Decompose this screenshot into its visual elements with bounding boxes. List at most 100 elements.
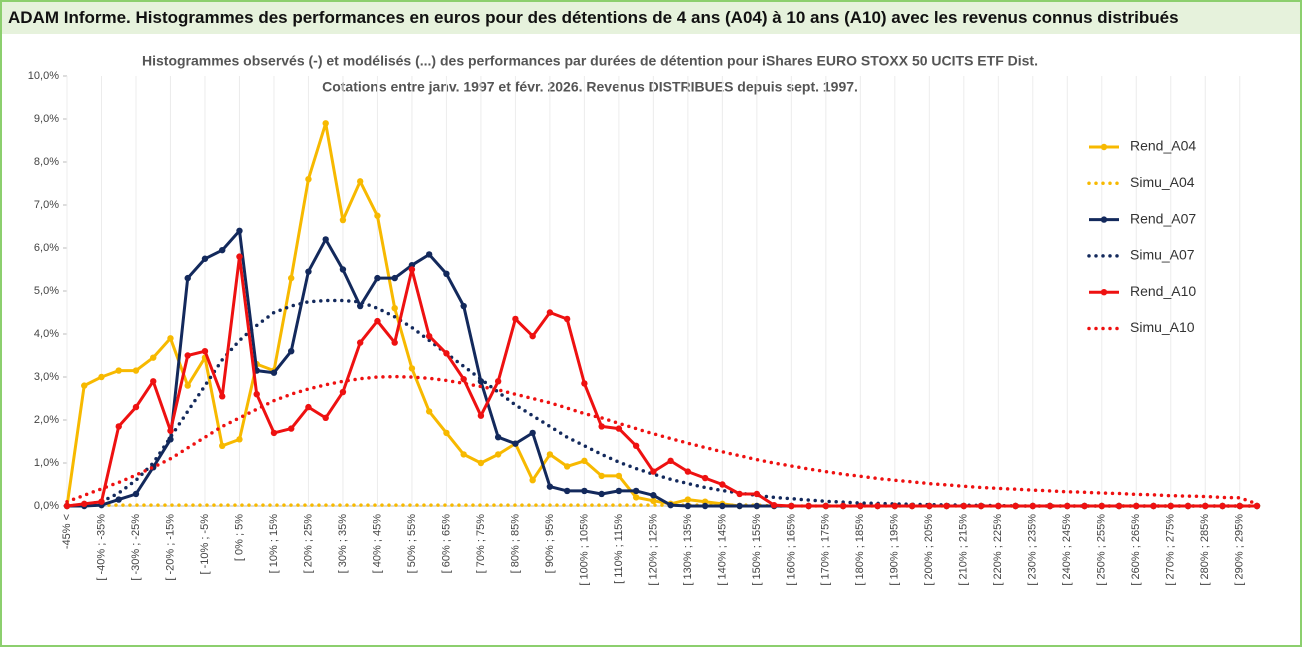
x-tick-label: [ 160% ; 165% [785,514,797,586]
x-tick-label: [ 60% ; 65% [440,514,452,574]
x-tick-label: [ 70% ; 75% [475,514,487,574]
x-tick-label: [ 200% ; 205% [923,514,935,586]
point [219,246,226,254]
series-line [65,503,1259,508]
point [1098,502,1105,510]
x-tick-label: [ 130% ; 135% [682,514,694,586]
point [874,502,881,510]
x-tick-label: [ 210% ; 215% [958,514,970,586]
point [339,216,347,224]
point [667,457,674,465]
point [512,315,519,323]
point [563,463,571,470]
legend-label: Rend_A10 [1130,283,1196,299]
x-tick-label: [ -40% ; -35% [95,514,107,581]
y-tick-label: 8,0% [34,156,59,168]
y-tick-label: 5,0% [34,285,59,297]
point [1253,502,1261,510]
point [1167,502,1174,510]
x-tick-label: -45% < [61,514,73,549]
point [684,468,692,475]
x-tick-label: [ 250% ; 255% [1096,514,1108,586]
legend-label: Simu_A10 [1130,319,1195,335]
point [98,373,105,381]
point [460,451,467,458]
point [270,429,278,437]
y-tick-label: 10,0% [28,70,59,82]
legend-label: Rend_A04 [1130,138,1196,154]
x-tick-label: [ 230% ; 235% [1027,514,1039,586]
point [184,382,191,389]
point [115,367,122,374]
point [63,502,71,510]
x-tick-label: [ 180% ; 185% [854,514,866,586]
point [115,423,122,430]
point [581,487,588,495]
x-tick-label: [ -20% ; -15% [164,514,176,581]
point [322,120,329,127]
point [98,498,105,505]
point [150,378,157,385]
x-tick-label: [ 90% ; 95% [544,514,556,574]
point [857,502,864,510]
point [632,487,640,495]
y-tick-label: 3,0% [34,371,59,383]
point [529,477,536,484]
point [1236,502,1243,510]
point [977,502,985,510]
point [650,492,657,499]
point [201,255,209,262]
x-tick-label: [ 0% ; 5% [233,514,245,561]
point [132,367,140,374]
point [650,497,657,505]
point [822,502,830,510]
legend-label: Rend_A07 [1130,210,1196,226]
x-tick-label: [ 110% ; 115% [613,514,625,584]
point [546,451,554,458]
point [374,212,381,219]
point [339,388,347,396]
point [374,317,381,325]
point [305,176,312,183]
point [443,270,450,277]
point [1064,502,1071,510]
point [1046,502,1054,510]
x-tick-label: [ 280% ; 285% [1199,514,1211,586]
point [219,393,226,400]
y-tick-label: 0,0% [34,500,59,512]
x-tick-label: [ 270% ; 275% [1165,514,1177,586]
point [891,502,899,510]
point [581,457,588,465]
x-tick-label: [ 290% ; 295% [1234,514,1246,586]
point [477,459,485,467]
point [598,490,605,498]
point [908,502,916,510]
x-tick-label: [ 240% ; 245% [1061,514,1073,586]
point [615,472,623,480]
series-line [65,298,1259,508]
point [529,332,536,340]
point [460,302,467,310]
point [563,315,571,323]
point [391,305,398,312]
point [770,501,778,509]
point [477,412,485,419]
point [563,487,571,495]
legend-label: Simu_A04 [1130,174,1195,190]
series-line [65,374,1259,506]
x-tick-label: [ 170% ; 175% [820,514,832,586]
point [184,274,191,282]
x-tick-label: [ 150% ; 155% [751,514,763,586]
point [460,375,467,383]
point [615,487,623,495]
y-tick-label: 6,0% [34,242,59,254]
point [425,251,433,258]
point [270,369,278,376]
point [805,502,812,510]
point [167,427,174,434]
point [494,451,502,458]
point [684,502,692,510]
x-tick-label: [ -10% ; -5% [199,514,211,575]
